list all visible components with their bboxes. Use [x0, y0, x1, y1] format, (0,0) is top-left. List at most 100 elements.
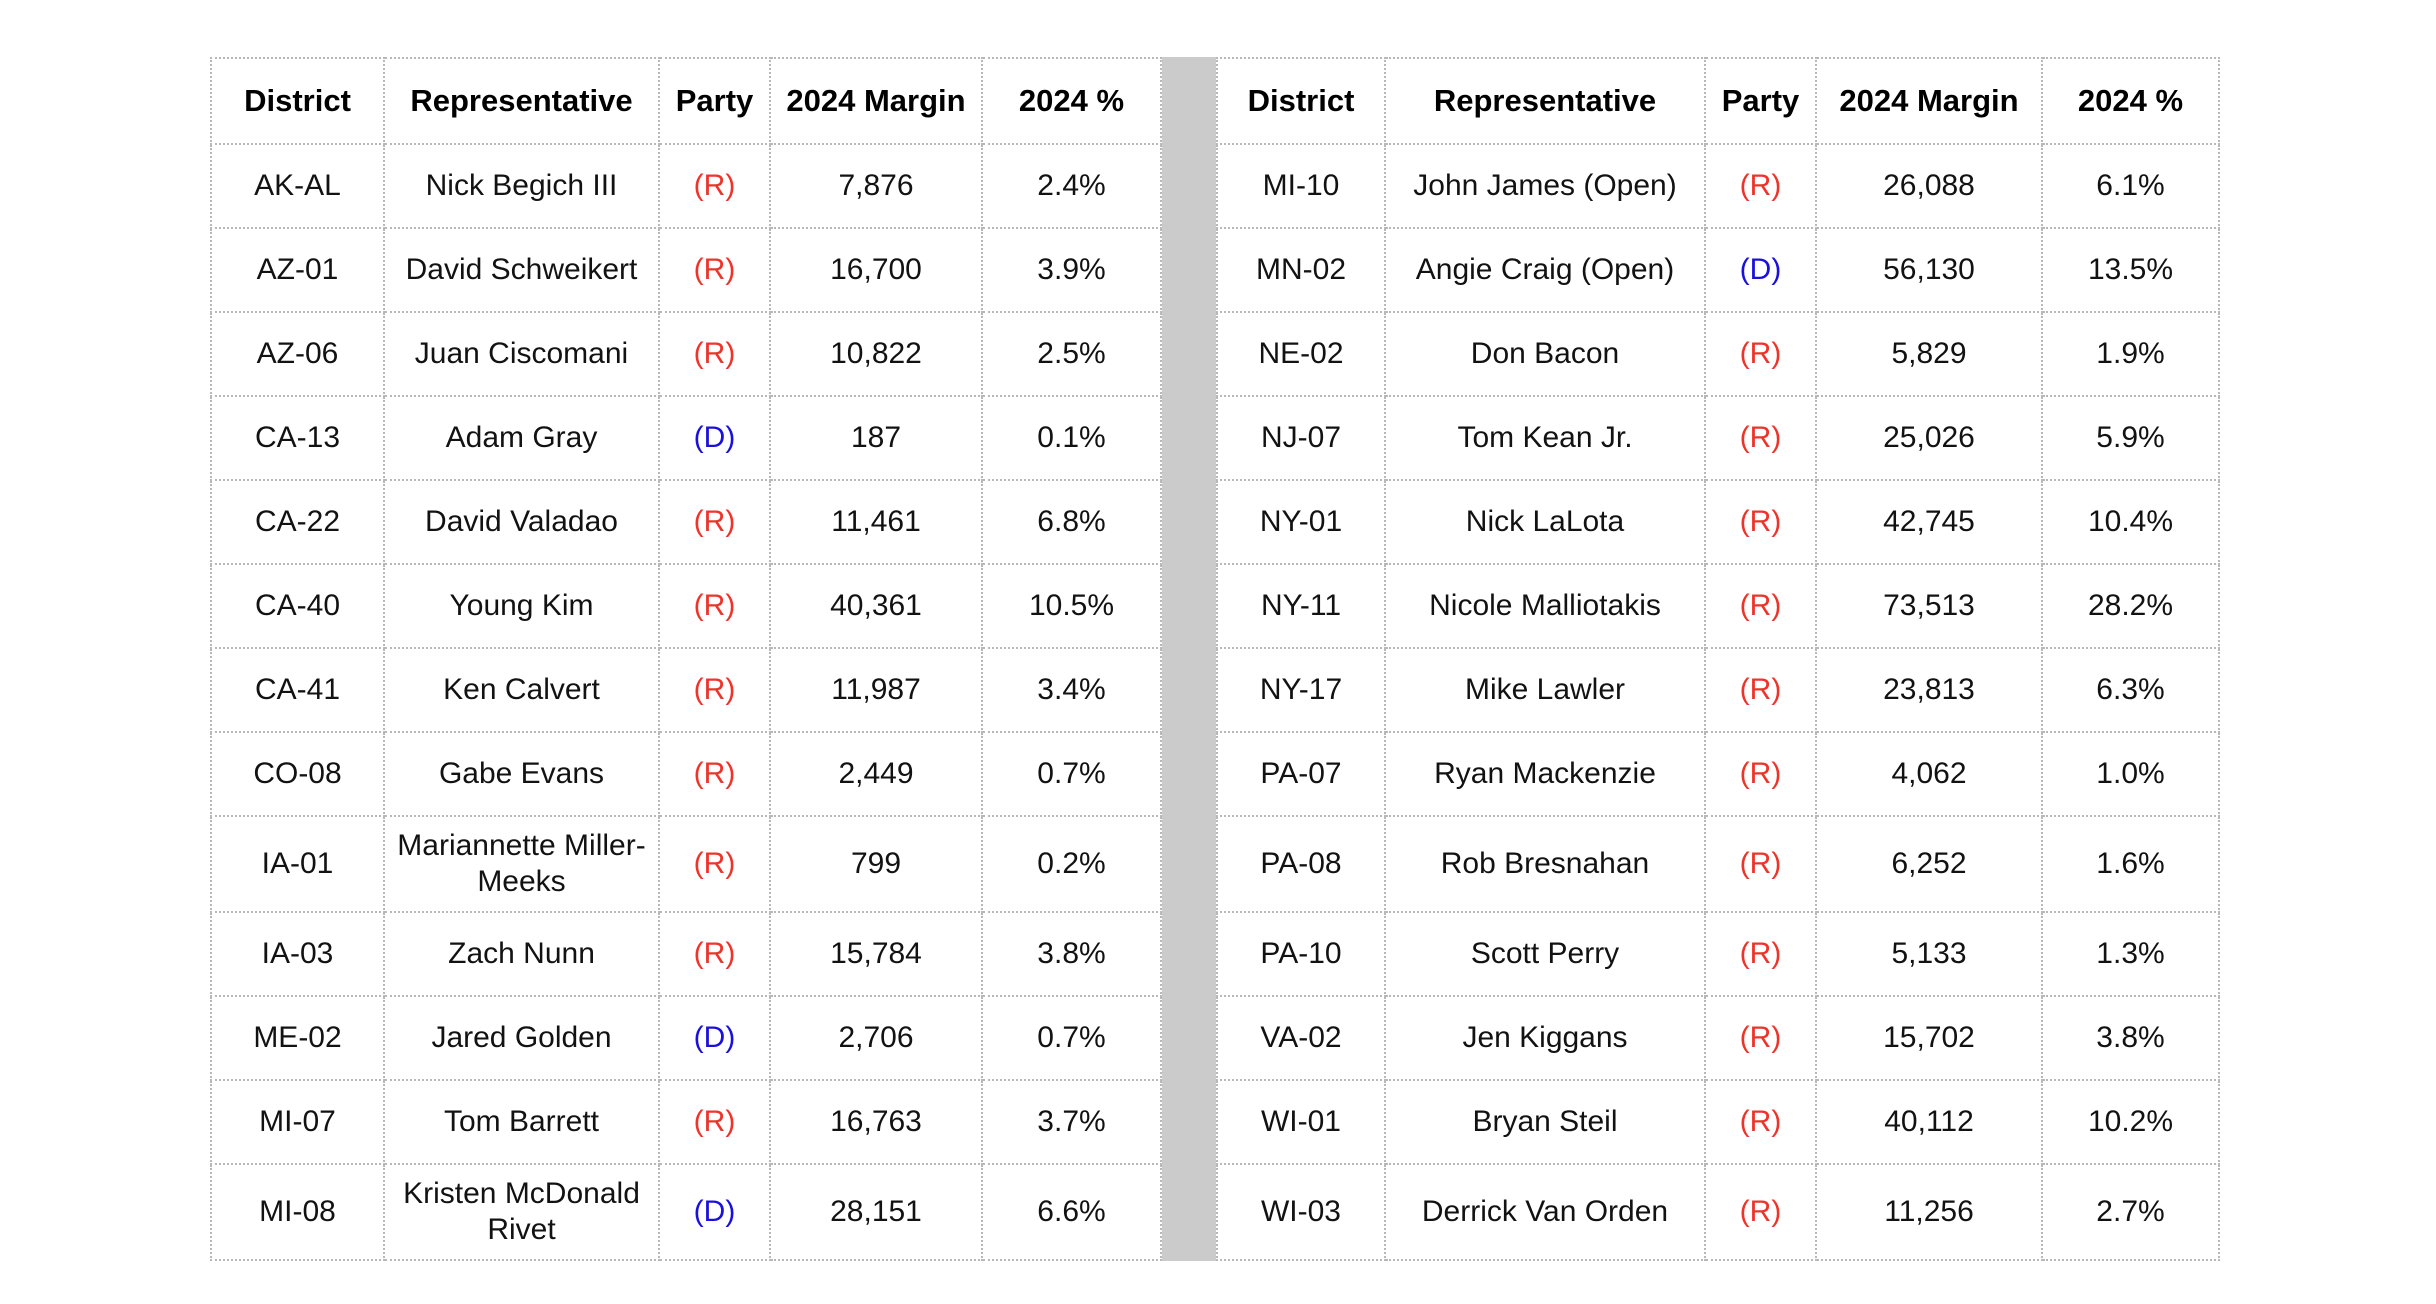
table-row-ne-02: NE-02 Don Bacon (R) 5,829 1.9% [1216, 311, 2220, 397]
percent-cell: 1.6% [2041, 815, 2220, 913]
representative-cell: Nick Begich III [383, 143, 660, 229]
column-header-party: Party [658, 57, 771, 145]
percent-cell: 0.7% [981, 731, 1162, 817]
representative-cell: Don Bacon [1384, 311, 1706, 397]
districts-table-right: District Representative Party 2024 Margin 20… [1216, 57, 2220, 1261]
table-row-ny-01: NY-01 Nick LaLota (R) 42,745 10.4% [1216, 479, 2220, 565]
table-row-ca-40: CA-40 Young Kim (R) 40,361 10.5% [210, 563, 1162, 649]
party-cell: (R) [1704, 911, 1817, 997]
column-header-representative: Representative [1384, 57, 1706, 145]
percent-cell: 6.3% [2041, 647, 2220, 733]
party-cell: (R) [1704, 563, 1817, 649]
margin-cell: 4,062 [1815, 731, 2043, 817]
margin-cell: 11,461 [769, 479, 983, 565]
representative-cell: Ryan Mackenzie [1384, 731, 1706, 817]
percent-cell: 10.4% [2041, 479, 2220, 565]
margin-cell: 56,130 [1815, 227, 2043, 313]
party-cell: (R) [658, 731, 771, 817]
representative-cell: Scott Perry [1384, 911, 1706, 997]
party-cell: (R) [658, 815, 771, 913]
representative-cell: Jared Golden [383, 995, 660, 1081]
party-cell: (R) [1704, 995, 1817, 1081]
representative-cell: Gabe Evans [383, 731, 660, 817]
percent-cell: 3.8% [981, 911, 1162, 997]
representative-cell: Derrick Van Orden [1384, 1163, 1706, 1261]
margin-cell: 16,763 [769, 1079, 983, 1165]
percent-cell: 28.2% [2041, 563, 2220, 649]
representative-cell: Kristen McDonald Rivet [383, 1163, 660, 1261]
table-row-ak-al: AK-AL Nick Begich III (R) 7,876 2.4% [210, 143, 1162, 229]
district-cell: IA-01 [210, 815, 385, 913]
margin-cell: 40,112 [1815, 1079, 2043, 1165]
representative-cell: Mariannette Miller-Meeks [383, 815, 660, 913]
representative-cell: Young Kim [383, 563, 660, 649]
margin-cell: 26,088 [1815, 143, 2043, 229]
table-row-mi-10: MI-10 John James (Open) (R) 26,088 6.1% [1216, 143, 2220, 229]
district-cell: PA-10 [1216, 911, 1386, 997]
percent-cell: 0.2% [981, 815, 1162, 913]
percent-cell: 2.4% [981, 143, 1162, 229]
table-row-ca-41: CA-41 Ken Calvert (R) 11,987 3.4% [210, 647, 1162, 733]
table-row-ca-13: CA-13 Adam Gray (D) 187 0.1% [210, 395, 1162, 481]
district-cell: NE-02 [1216, 311, 1386, 397]
representative-cell: Nick LaLota [1384, 479, 1706, 565]
party-cell: (D) [658, 995, 771, 1081]
party-cell: (R) [1704, 647, 1817, 733]
header-row: District Representative Party 2024 Margin 20… [1216, 57, 2220, 145]
party-cell: (R) [658, 563, 771, 649]
margin-cell: 11,256 [1815, 1163, 2043, 1261]
percent-cell: 3.9% [981, 227, 1162, 313]
representative-cell: Angie Craig (Open) [1384, 227, 1706, 313]
margin-cell: 23,813 [1815, 647, 2043, 733]
table-divider [1162, 57, 1216, 1261]
representative-cell: Tom Barrett [383, 1079, 660, 1165]
party-cell: (R) [1704, 311, 1817, 397]
table-row-ia-01: IA-01 Mariannette Miller-Meeks (R) 799 0.2% [210, 815, 1162, 913]
margin-cell: 5,133 [1815, 911, 2043, 997]
percent-cell: 1.3% [2041, 911, 2220, 997]
party-cell: (R) [1704, 143, 1817, 229]
district-cell: AZ-01 [210, 227, 385, 313]
margin-cell: 7,876 [769, 143, 983, 229]
margin-cell: 2,706 [769, 995, 983, 1081]
district-cell: CO-08 [210, 731, 385, 817]
party-cell: (R) [658, 911, 771, 997]
margin-cell: 187 [769, 395, 983, 481]
representative-cell: David Valadao [383, 479, 660, 565]
table-row-va-02: VA-02 Jen Kiggans (R) 15,702 3.8% [1216, 995, 2220, 1081]
percent-cell: 3.4% [981, 647, 1162, 733]
district-cell: MI-07 [210, 1079, 385, 1165]
percent-cell: 2.7% [2041, 1163, 2220, 1261]
column-header-2024-margin: 2024 Margin [769, 57, 983, 145]
competitive-districts-tables: District Representative Party 2024 Margin 20… [210, 57, 2220, 1261]
table-row-pa-07: PA-07 Ryan Mackenzie (R) 4,062 1.0% [1216, 731, 2220, 817]
percent-cell: 6.1% [2041, 143, 2220, 229]
representative-cell: Rob Bresnahan [1384, 815, 1706, 913]
column-header-party: Party [1704, 57, 1817, 145]
margin-cell: 25,026 [1815, 395, 2043, 481]
table-row-az-06: AZ-06 Juan Ciscomani (R) 10,822 2.5% [210, 311, 1162, 397]
table-row-pa-08: PA-08 Rob Bresnahan (R) 6,252 1.6% [1216, 815, 2220, 913]
table-row-mi-07: MI-07 Tom Barrett (R) 16,763 3.7% [210, 1079, 1162, 1165]
table-row-nj-07: NJ-07 Tom Kean Jr. (R) 25,026 5.9% [1216, 395, 2220, 481]
percent-cell: 5.9% [2041, 395, 2220, 481]
district-cell: NY-17 [1216, 647, 1386, 733]
percent-cell: 6.6% [981, 1163, 1162, 1261]
district-cell: CA-40 [210, 563, 385, 649]
table-row-mn-02: MN-02 Angie Craig (Open) (D) 56,130 13.5% [1216, 227, 2220, 313]
district-cell: NY-01 [1216, 479, 1386, 565]
margin-cell: 15,702 [1815, 995, 2043, 1081]
district-cell: PA-07 [1216, 731, 1386, 817]
column-header-2024-: 2024 % [2041, 57, 2220, 145]
district-cell: MN-02 [1216, 227, 1386, 313]
percent-cell: 3.8% [2041, 995, 2220, 1081]
column-header-representative: Representative [383, 57, 660, 145]
party-cell: (R) [658, 1079, 771, 1165]
district-cell: AZ-06 [210, 311, 385, 397]
column-header-district: District [1216, 57, 1386, 145]
margin-cell: 73,513 [1815, 563, 2043, 649]
district-cell: CA-13 [210, 395, 385, 481]
party-cell: (R) [1704, 479, 1817, 565]
column-header-2024-: 2024 % [981, 57, 1162, 145]
representative-cell: Bryan Steil [1384, 1079, 1706, 1165]
